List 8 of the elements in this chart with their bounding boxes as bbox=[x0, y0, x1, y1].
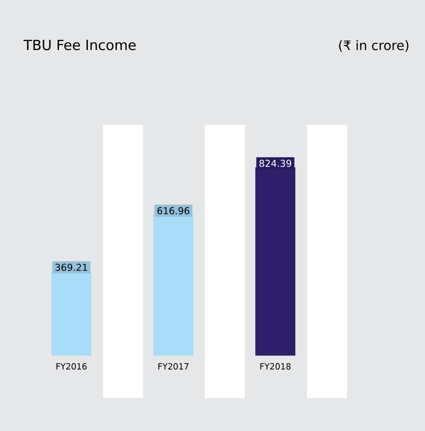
x-tick-label: FY2018 bbox=[260, 363, 291, 370]
data-label: 369.21 bbox=[56, 264, 88, 271]
x-tick-label: FY2016 bbox=[56, 363, 87, 370]
x-tick-label: FY2017 bbox=[158, 363, 188, 370]
data-label: 824.39 bbox=[259, 160, 292, 167]
data-label: 616.96 bbox=[157, 207, 190, 214]
chart-title: TBU Fee Income bbox=[23, 40, 136, 50]
text: (₹ in crore) bbox=[339, 40, 408, 52]
